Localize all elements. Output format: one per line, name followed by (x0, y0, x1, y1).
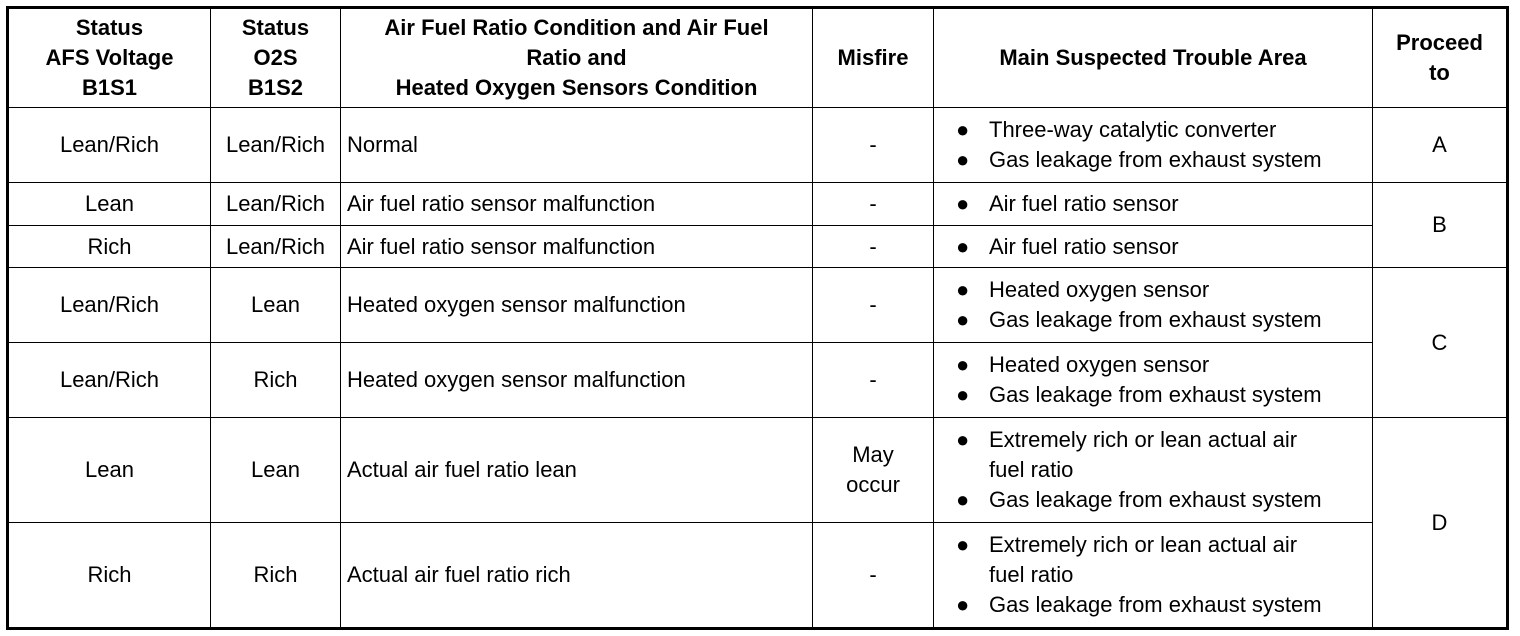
header-proceed-to: Proceed to (1372, 7, 1508, 108)
trouble-area-text: Heated oxygen sensor (989, 352, 1210, 377)
trouble-area-text: Air fuel ratio sensor (989, 191, 1179, 216)
trouble-area-text: Gas leakage from exhaust system (989, 147, 1322, 172)
bullet-icon: ● (956, 277, 970, 302)
misfire-cell: - (812, 342, 934, 418)
trouble-area-cell: ● Air fuel ratio sensor (933, 182, 1373, 226)
afs-status-cell: Lean (7, 182, 211, 226)
trouble-area-list: ● Heated oxygen sensor ● Gas leakage from e… (934, 275, 1372, 335)
trouble-area-cell: ● Heated oxygen sensor ● Gas leakage from e… (933, 342, 1373, 418)
misfire-cell: May occur (812, 417, 934, 523)
o2s-status-cell: Lean/Rich (210, 107, 341, 183)
condition-cell: Heated oxygen sensor malfunction (340, 267, 813, 343)
o2s-status-cell: Rich (210, 522, 341, 629)
table-row: Lean/Rich Rich Heated oxygen sensor malfun… (7, 342, 1508, 418)
condition-cell: Actual air fuel ratio rich (340, 522, 813, 629)
condition-cell: Air fuel ratio sensor malfunction (340, 225, 813, 268)
trouble-area-list: ● Extremely rich or lean actual air fuel … (934, 425, 1372, 515)
header-misfire: Misfire (812, 7, 934, 108)
trouble-area-text: Air fuel ratio sensor (989, 233, 1179, 259)
condition-cell: Heated oxygen sensor malfunction (340, 342, 813, 418)
list-item: ● Three-way catalytic converter (956, 115, 1372, 145)
bullet-icon: ● (956, 427, 970, 452)
bullet-icon: ● (956, 532, 970, 557)
o2s-status-cell: Lean/Rich (210, 225, 341, 268)
bullet-icon: ● (956, 352, 970, 377)
condition-cell: Air fuel ratio sensor malfunction (340, 182, 813, 226)
list-item: ● Gas leakage from exhaust system (956, 380, 1372, 410)
list-item: ● Gas leakage from exhaust system (956, 305, 1372, 335)
trouble-area-text: Gas leakage from exhaust system (989, 592, 1322, 617)
o2s-status-cell: Lean (210, 267, 341, 343)
o2s-status-cell: Rich (210, 342, 341, 418)
table-row: Lean/Rich Lean Heated oxygen sensor malfun… (7, 267, 1508, 418)
header-afs-voltage: Status AFS Voltage B1S1 (7, 7, 211, 108)
condition-cell: Actual air fuel ratio lean (340, 417, 813, 523)
trouble-area-cell: ● Extremely rich or lean actual air fuel … (933, 522, 1373, 629)
condition-cell: Normal (340, 107, 813, 183)
proceed-to-cell: A (1372, 107, 1508, 183)
trouble-area-text: Gas leakage from exhaust system (989, 487, 1322, 512)
diagnosis-table: Status AFS Voltage B1S1 Status O2S B1S2 … (6, 6, 1509, 630)
trouble-area-list: ● Extremely rich or lean actual air fuel … (934, 530, 1372, 620)
table-row: Rich Rich Actual air fuel ratio rich - ● Extr… (7, 522, 1508, 629)
misfire-cell: - (812, 225, 934, 268)
trouble-area-list: ● Air fuel ratio sensor (934, 232, 1372, 262)
misfire-cell: - (812, 182, 934, 226)
trouble-area-text: Extremely rich or lean actual air fuel r… (989, 427, 1298, 482)
trouble-area-text: Gas leakage from exhaust system (989, 307, 1322, 332)
list-item: ● Gas leakage from exhaust system (956, 590, 1372, 620)
trouble-area-text: Gas leakage from exhaust system (989, 382, 1322, 407)
misfire-cell: - (812, 107, 934, 183)
bullet-icon: ● (956, 592, 970, 617)
table-row: Lean/Rich Lean/Rich Normal - ● Three-way cata… (7, 107, 1508, 183)
o2s-status-cell: Lean (210, 417, 341, 523)
header-row: Status AFS Voltage B1S1 Status O2S B1S2 … (7, 7, 1508, 108)
table-row: Lean Lean Actual air fuel ratio lean May oc… (7, 417, 1508, 629)
bullet-icon: ● (956, 233, 970, 259)
misfire-cell: - (812, 522, 934, 629)
trouble-area-cell: ● Air fuel ratio sensor (933, 225, 1373, 268)
bullet-icon: ● (956, 191, 970, 216)
trouble-area-cell: ● Heated oxygen sensor ● Gas leakage from e… (933, 267, 1373, 343)
proceed-to-cell: D (1372, 417, 1508, 629)
header-o2s: Status O2S B1S2 (210, 7, 341, 108)
bullet-icon: ● (956, 307, 970, 332)
misfire-cell: - (812, 267, 934, 343)
table-row: Lean Lean/Rich Air fuel ratio sensor malfu… (7, 182, 1508, 268)
afs-status-cell: Lean/Rich (7, 107, 211, 183)
trouble-area-cell: ● Extremely rich or lean actual air fuel … (933, 417, 1373, 523)
header-trouble-area: Main Suspected Trouble Area (933, 7, 1373, 108)
proceed-to-cell: B (1372, 182, 1508, 268)
trouble-area-cell: ● Three-way catalytic converter ● Gas leaka… (933, 107, 1373, 183)
list-item: ● Extremely rich or lean actual air fuel … (956, 425, 1372, 485)
trouble-area-list: ● Three-way catalytic converter ● Gas leaka… (934, 115, 1372, 175)
list-item: ● Air fuel ratio sensor (956, 232, 1372, 262)
list-item: ● Gas leakage from exhaust system (956, 145, 1372, 175)
trouble-area-text: Extremely rich or lean actual air fuel r… (989, 532, 1298, 587)
o2s-status-cell: Lean/Rich (210, 182, 341, 226)
afs-status-cell: Rich (7, 522, 211, 629)
bullet-icon: ● (956, 382, 970, 407)
bullet-icon: ● (956, 117, 970, 142)
bullet-icon: ● (956, 487, 970, 512)
afs-status-cell: Lean (7, 417, 211, 523)
header-condition: Air Fuel Ratio Condition and Air Fuel Ra… (340, 7, 813, 108)
afs-status-cell: Lean/Rich (7, 267, 211, 343)
trouble-area-text: Heated oxygen sensor (989, 277, 1210, 302)
trouble-area-text: Three-way catalytic converter (989, 117, 1277, 142)
proceed-to-cell: C (1372, 267, 1508, 418)
list-item: ● Gas leakage from exhaust system (956, 485, 1372, 515)
trouble-area-list: ● Heated oxygen sensor ● Gas leakage from e… (934, 350, 1372, 410)
table-row: Rich Lean/Rich Air fuel ratio sensor malfu… (7, 225, 1508, 268)
afs-status-cell: Lean/Rich (7, 342, 211, 418)
bullet-icon: ● (956, 147, 970, 172)
trouble-area-list: ● Air fuel ratio sensor (934, 189, 1372, 219)
afs-status-cell: Rich (7, 225, 211, 268)
list-item: ● Air fuel ratio sensor (956, 189, 1372, 219)
list-item: ● Heated oxygen sensor (956, 350, 1372, 380)
list-item: ● Extremely rich or lean actual air fuel … (956, 530, 1372, 590)
list-item: ● Heated oxygen sensor (956, 275, 1372, 305)
